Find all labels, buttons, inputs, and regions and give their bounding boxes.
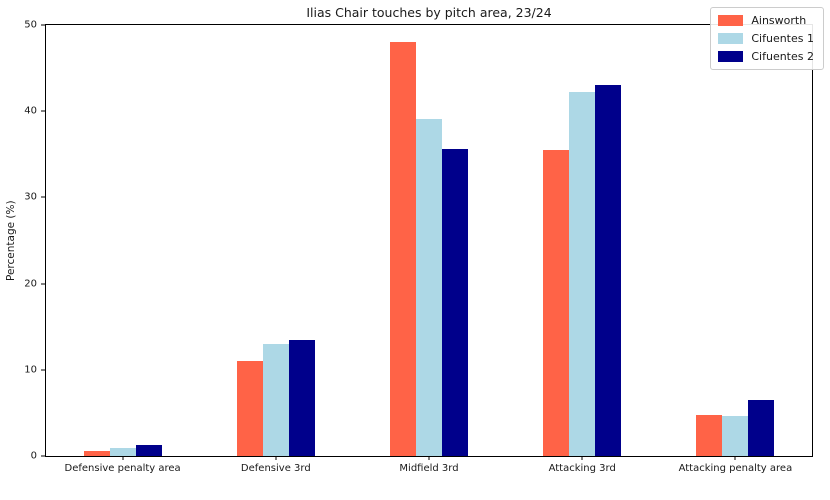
bar-ainsworth <box>389 42 416 456</box>
y-tick-label: 30 <box>24 191 37 203</box>
bar-cifuentes-2 <box>595 85 622 456</box>
y-tick-label: 0 <box>30 450 37 462</box>
legend-swatch <box>718 33 744 44</box>
legend-label: Cifuentes 1 <box>751 32 814 45</box>
legend-swatch <box>718 51 744 62</box>
bar-ainsworth <box>236 361 263 456</box>
x-tick-mark <box>581 456 583 460</box>
bar-cifuentes-1 <box>262 343 289 456</box>
y-tick-label: 40 <box>24 105 37 117</box>
chart-title: Ilias Chair touches by pitch area, 23/24 <box>306 5 552 20</box>
y-tick-mark <box>41 369 45 371</box>
legend-swatch <box>718 15 744 26</box>
bar-cifuentes-1 <box>569 92 596 456</box>
bar-cifuentes-2 <box>441 149 468 456</box>
bar-group <box>199 25 352 456</box>
bar-cifuentes-2 <box>288 339 315 456</box>
bar-cifuentes-1 <box>415 118 442 456</box>
bar-ainsworth <box>543 150 570 456</box>
bar-group <box>352 25 505 456</box>
bar-ainsworth <box>696 414 723 456</box>
legend: Ainsworth Cifuentes 1 Cifuentes 2 <box>710 7 824 70</box>
y-tick-label: 20 <box>24 278 37 290</box>
y-tick-label: 50 <box>24 19 37 31</box>
y-tick-mark <box>41 196 45 198</box>
x-tick-mark <box>122 456 124 460</box>
y-tick-mark <box>41 110 45 112</box>
x-tick-label: Attacking 3rd <box>548 463 616 474</box>
bar-cifuentes-1 <box>109 448 136 456</box>
x-tick-label: Attacking penalty area <box>678 463 793 474</box>
y-tick-mark <box>41 455 45 457</box>
legend-label: Cifuentes 2 <box>751 50 814 63</box>
y-tick-mark <box>41 24 45 26</box>
y-tick-label: 10 <box>24 364 37 376</box>
bar-group <box>506 25 659 456</box>
legend-label: Ainsworth <box>751 14 807 27</box>
bar-cifuentes-2 <box>748 399 775 456</box>
bar-group <box>659 25 812 456</box>
x-tick-label: Defensive penalty area <box>64 463 181 474</box>
legend-item: Cifuentes 2 <box>718 50 814 63</box>
x-tick-label: Midfield 3rd <box>399 463 459 474</box>
legend-item: Cifuentes 1 <box>718 32 814 45</box>
bar-ainsworth <box>83 450 110 456</box>
y-axis-label: Percentage (%) <box>5 200 17 281</box>
bar-group <box>46 25 199 456</box>
plot-area: 0 10 20 30 40 50 Defensive penalty area Defensi… <box>24 20 813 474</box>
legend-item: Ainsworth <box>718 14 814 27</box>
x-tick-label: Defensive 3rd <box>240 463 311 474</box>
x-tick-mark <box>275 456 277 460</box>
bar-cifuentes-2 <box>135 444 162 456</box>
x-tick-mark <box>734 456 736 460</box>
bar-cifuentes-1 <box>722 415 749 456</box>
x-tick-mark <box>428 456 430 460</box>
y-tick-mark <box>41 283 45 285</box>
